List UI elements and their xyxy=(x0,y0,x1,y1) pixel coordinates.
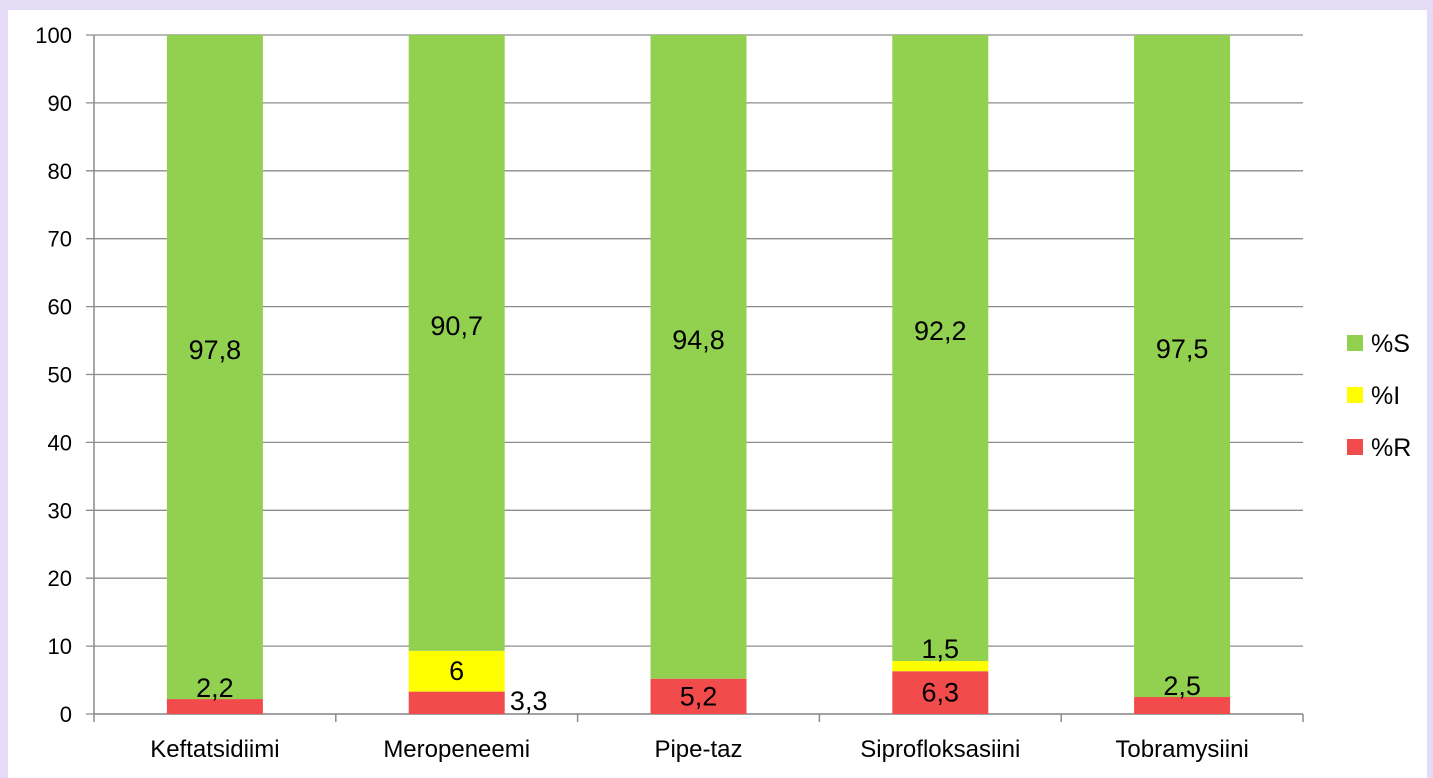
bar-segment xyxy=(892,671,989,714)
bar-segment xyxy=(1134,697,1231,714)
data-label: 97,5 xyxy=(1156,334,1209,364)
x-category-label: Siprofloksasiini xyxy=(860,736,1020,763)
bar-segment xyxy=(892,661,989,672)
legend-swatch xyxy=(1347,439,1363,455)
y-tick-label: 100 xyxy=(35,23,72,48)
x-category-label: Meropeneemi xyxy=(383,736,530,763)
bar-segment xyxy=(408,35,505,651)
data-label: 5,2 xyxy=(680,681,718,711)
bar-segment xyxy=(650,678,747,714)
data-label: 92,2 xyxy=(914,316,967,346)
y-tick-label: 60 xyxy=(48,295,72,320)
data-label: 3,3 xyxy=(510,686,548,716)
bar-segment xyxy=(166,699,263,714)
bar-segment xyxy=(408,650,505,692)
y-tick-label: 90 xyxy=(48,91,72,116)
y-tick-label: 80 xyxy=(48,159,72,184)
data-label: 6,3 xyxy=(922,678,960,708)
bar-segment xyxy=(166,35,263,700)
bar-segment xyxy=(408,691,505,714)
legend-label: %R xyxy=(1371,434,1411,462)
y-tick-label: 10 xyxy=(48,634,72,659)
data-label: 6 xyxy=(449,656,464,686)
data-label: 1,5 xyxy=(922,634,960,664)
x-category-label: Keftatsidiimi xyxy=(150,736,279,763)
x-category-label: Tobramysiini xyxy=(1115,736,1248,763)
y-tick-label: 50 xyxy=(48,363,72,388)
y-tick-label: 0 xyxy=(60,702,72,727)
bar-segment xyxy=(1134,35,1231,698)
legend-swatch xyxy=(1347,387,1363,403)
data-label: 2,5 xyxy=(1163,671,1201,701)
bar-segment xyxy=(892,35,989,662)
legend-swatch xyxy=(1347,335,1363,351)
y-tick-label: 20 xyxy=(48,566,72,591)
legend-label: %S xyxy=(1371,330,1410,358)
data-label: 94,8 xyxy=(672,325,725,355)
y-tick-label: 30 xyxy=(48,498,72,523)
x-category-label: Pipe-taz xyxy=(654,736,742,763)
legend-label: %I xyxy=(1371,382,1400,410)
data-label: 97,8 xyxy=(189,335,242,365)
data-label: 90,7 xyxy=(430,311,483,341)
bar-segment xyxy=(650,35,747,679)
data-label: 2,2 xyxy=(196,673,234,703)
y-tick-label: 70 xyxy=(48,227,72,252)
y-tick-label: 40 xyxy=(48,430,72,455)
